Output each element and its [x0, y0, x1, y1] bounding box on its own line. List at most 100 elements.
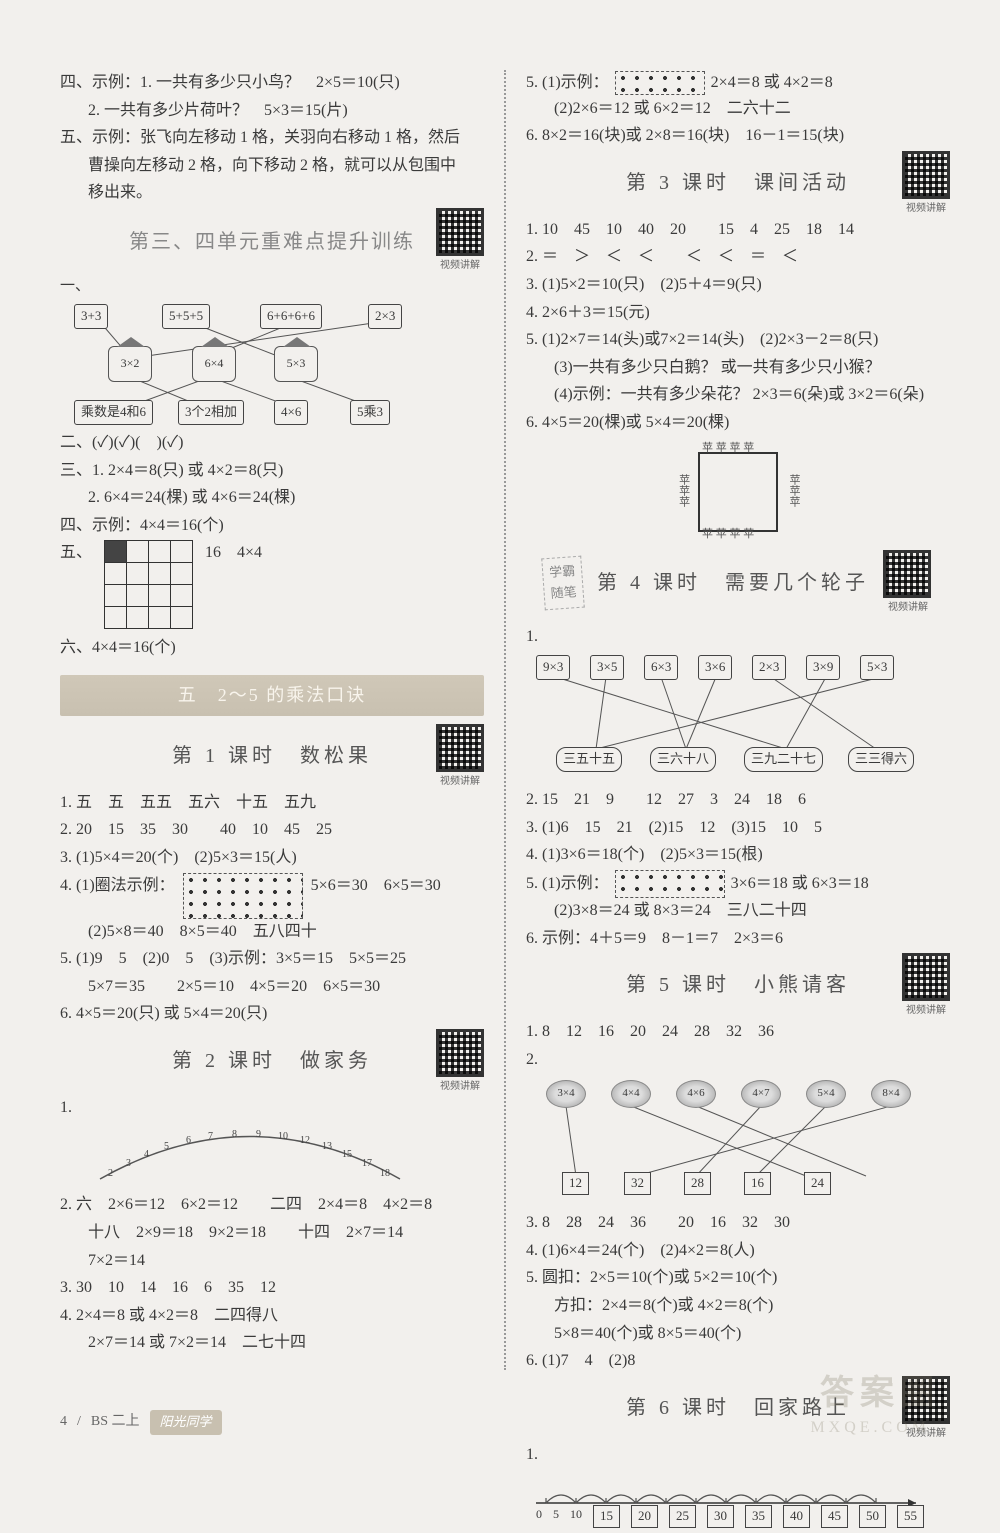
svg-text:6: 6 [186, 1135, 191, 1146]
text: 2×4＝8 或 4×2＝8 [711, 70, 833, 96]
qr-icon [883, 550, 931, 598]
tick-box: 35 [745, 1505, 772, 1528]
square-diagram: 苹 苹 苹 苹 苹 苹 苹 苹 苹苹苹 苹苹苹 [678, 442, 798, 542]
tick-box: 50 [859, 1505, 886, 1528]
box: 3个2相加 [178, 400, 244, 425]
text: 二、(✓)(✓)( )(✓) [60, 430, 484, 456]
text: 2. [526, 1047, 950, 1073]
matching-diagram: 3+3 5+5+5 6+6+6+6 2×3 3×2 6×4 5×3 乘数是4和6… [60, 302, 484, 422]
qr-label: 视频讲解 [436, 1079, 484, 1095]
text: 5×7＝35 2×5＝10 4×5＝20 6×5＝30 [60, 974, 484, 1000]
text: 1. 8 12 16 20 24 28 32 36 [526, 1019, 950, 1045]
lesson-heading: 第 1 课时 数松果 [172, 740, 372, 772]
dot-array [183, 873, 303, 919]
left-column: 四、示例：1. 一共有多少只小鸟？ 2×5＝10(只) 2. 一共有多少片荷叶？… [60, 70, 484, 1370]
text: 三、1. 2×4＝8(只) 或 4×2＝8(只) [60, 458, 484, 484]
text: 5. (1)2×7＝14(头)或7×2＝14(头) (2)2×3－2＝8(只) [526, 327, 950, 353]
text: 2. ＝ ＞ ＜ ＜ ＜ ＜ ＝ ＜ [526, 244, 950, 270]
text: 方扣：2×4＝8(个)或 4×2＝8(个) [526, 1293, 950, 1319]
right-column: 5. (1)示例： 2×4＝8 或 4×2＝8 (2)2×6＝12 或 6×2＝… [526, 70, 950, 1370]
text: 3. 30 10 14 16 6 35 12 [60, 1275, 484, 1301]
box: 2×3 [752, 655, 786, 680]
qr-icon [902, 953, 950, 1001]
qr-icon [436, 1029, 484, 1077]
svg-text:15: 15 [342, 1149, 352, 1160]
tick: 5 [553, 1505, 559, 1528]
lantern-icon: 三六十八 [650, 747, 716, 772]
lantern-icon: 三五十五 [556, 747, 622, 772]
text: 1. 10 45 10 40 20 15 4 25 18 14 [526, 217, 950, 243]
svg-text:13: 13 [322, 1141, 332, 1152]
text: 4. 2×4＝8 或 4×2＝8 二四得八 [60, 1303, 484, 1329]
text: 六、4×4＝16(个) [60, 635, 484, 661]
footer-brand: 阳光同学 [150, 1410, 222, 1435]
number-line: 0 5 10 15 20 25 30 35 40 45 50 55 [526, 1473, 950, 1533]
text: 1. [60, 1095, 484, 1121]
text: 3×6＝18 或 6×3＝18 [731, 871, 869, 897]
footer-sep: / [77, 1411, 81, 1433]
text: 五、 [60, 540, 92, 566]
text: (2)2×6＝12 或 6×2＝12 二六十二 [526, 96, 950, 122]
page-number: 4 [60, 1411, 67, 1433]
text: 5×8＝40(个)或 8×5＝40(个) [526, 1321, 950, 1347]
lantern-icon: 三三得六 [848, 747, 914, 772]
lesson-heading: 第 3 课时 课间活动 [626, 167, 850, 199]
house-icon: 6×4 [192, 346, 236, 382]
lantern-icon: 三九二十七 [744, 747, 823, 772]
text: 4. (1)3×6＝18(个) (2)5×3＝15(根) [526, 842, 950, 868]
qr-icon [902, 151, 950, 199]
svg-text:12: 12 [300, 1135, 310, 1146]
qr-label: 视频讲解 [883, 600, 933, 616]
watermark: 答案圈 [820, 1367, 940, 1421]
text: 16 4×4 [205, 540, 262, 566]
box: 3×9 [806, 655, 840, 680]
grid-4x4 [104, 540, 193, 629]
svg-text:10: 10 [278, 1131, 288, 1142]
text: 一、 [60, 274, 484, 298]
unit-banner: 五 2～5 的乘法口诀 [60, 675, 484, 716]
house-icon: 5×3 [274, 346, 318, 382]
qr-label: 视频讲解 [902, 1003, 950, 1019]
box: 乘数是4和6 [74, 400, 153, 425]
tick-box: 45 [821, 1505, 848, 1528]
text: 7×2＝14 [60, 1248, 484, 1274]
lesson-heading: 第 5 课时 小熊请客 [626, 969, 850, 1001]
box: 24 [804, 1172, 831, 1195]
text: 五、示例：张飞向左移动 1 格，关羽向右移动 1 格，然后 [60, 125, 484, 151]
box: 5×3 [860, 655, 894, 680]
text: 6. 4×5＝20(只) 或 5×4＝20(只) [60, 1001, 484, 1027]
lesson-heading: 第 4 课时 需要几个轮子 [597, 567, 869, 599]
svg-text:2: 2 [108, 1168, 113, 1179]
text: 2. 20 15 35 30 40 10 45 25 [60, 817, 484, 843]
page-footer: 4 / BS 二上 阳光同学 [60, 1410, 222, 1435]
text: 6. 4×5＝20(棵)或 5×4＝20(棵) [526, 410, 950, 436]
qr-label: 视频讲解 [902, 201, 950, 217]
text: 4. (1)6×4＝24(个) (2)4×2＝8(人) [526, 1238, 950, 1264]
text: (2)5×8＝40 8×5＝40 五八四十 [60, 919, 484, 945]
text: 4. (1)圈法示例： [60, 873, 175, 899]
text: 2. 15 21 9 12 27 3 24 18 6 [526, 787, 950, 813]
text: 2. 6×4＝24(棵) 或 4×6＝24(棵) [60, 485, 484, 511]
box: 6+6+6+6 [260, 304, 322, 329]
svg-text:9: 9 [256, 1129, 261, 1140]
footer-code: BS 二上 [91, 1411, 140, 1433]
box: 3+3 [74, 304, 108, 329]
text: 四、示例：1. 一共有多少只小鸟？ 2×5＝10(只) [60, 70, 484, 96]
text: 移出来。 [60, 180, 484, 206]
text: 5. (1)示例： [526, 70, 609, 96]
text: 6. 8×2＝16(块)或 2×8＝16(块) 16－1＝15(块) [526, 123, 950, 149]
svg-text:7: 7 [208, 1131, 213, 1142]
text: 3. (1)6 15 21 (2)15 12 (3)15 10 5 [526, 815, 950, 841]
dot-array [615, 870, 725, 898]
text: 5. 圆扣：2×5＝10(个)或 5×2＝10(个) [526, 1265, 950, 1291]
bracket-diagram: 9×3 3×5 6×3 3×6 2×3 3×9 5×3 三五十五 三六十八 三九… [526, 653, 950, 783]
tick-box: 20 [631, 1505, 658, 1528]
text: 3. (1)5×4＝20(个) (2)5×3＝15(人) [60, 845, 484, 871]
box: 5乘3 [350, 400, 390, 425]
text: 2. 六 2×6＝12 6×2＝12 二四 2×4＝8 4×2＝8 [60, 1192, 484, 1218]
box: 12 [562, 1172, 589, 1195]
svg-text:17: 17 [362, 1158, 372, 1169]
candy-diagram: 3×4 4×4 4×6 4×7 5×4 8×4 12 32 28 16 24 [526, 1076, 950, 1206]
qr-label: 视频讲解 [436, 774, 484, 790]
box: 2×3 [368, 304, 402, 329]
